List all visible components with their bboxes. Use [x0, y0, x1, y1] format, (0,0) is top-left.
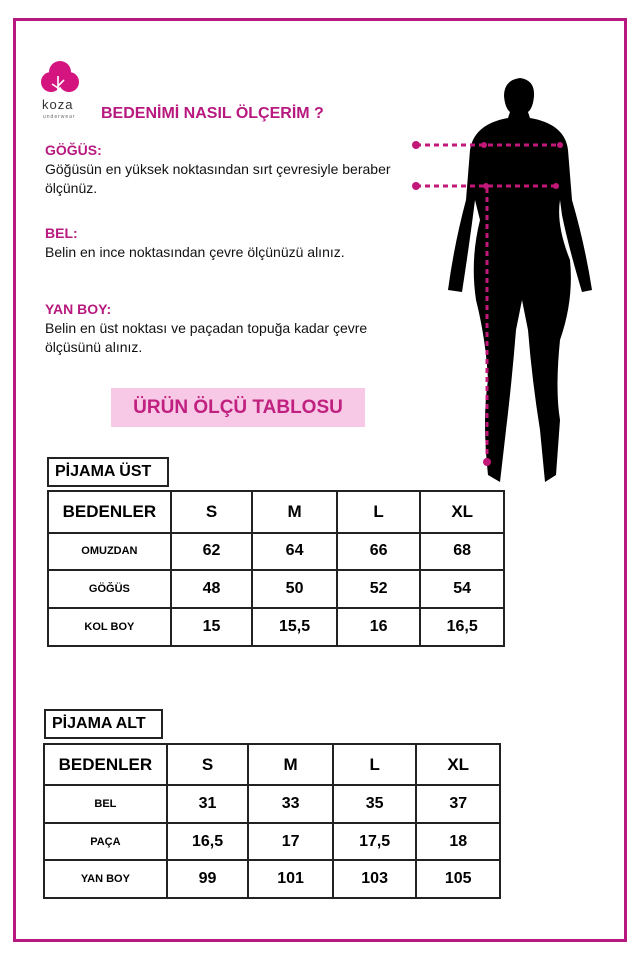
cell: 33	[247, 784, 334, 824]
header-cell: XL	[415, 742, 501, 787]
brand-name: koza	[42, 97, 74, 112]
koza-logo-icon	[41, 61, 79, 92]
cell: 66	[335, 531, 422, 572]
header-cell: BEDENLER	[43, 742, 168, 787]
section-text-bel: Belin en ince noktasından çevre ölçünüzü…	[45, 244, 345, 260]
cell: 105	[415, 859, 501, 899]
cell: 68	[419, 531, 505, 572]
cell: 99	[165, 859, 250, 899]
cell: 48	[169, 569, 254, 610]
table-label-pijama-alt: PİJAMA ALT	[44, 709, 163, 739]
row-label: YAN BOY	[43, 859, 168, 899]
row-label: GÖĞÜS	[47, 569, 172, 610]
body-silhouette-icon	[412, 78, 592, 482]
table-row: KOL BOY 15 15,5 16 16,5	[47, 607, 505, 647]
header-cell: S	[169, 490, 254, 534]
size-table-pijama-alt: BEDENLER S M L XL BEL 31 33 35 37 PAÇA 1…	[43, 742, 501, 899]
table-row: OMUZDAN 62 64 66 68	[47, 531, 505, 572]
cell: 17	[247, 821, 334, 862]
cell: 54	[419, 569, 505, 610]
header-cell: BEDENLER	[47, 490, 172, 534]
cell: 15,5	[251, 607, 338, 647]
row-label: KOL BOY	[47, 607, 172, 647]
cell: 37	[415, 784, 501, 824]
brand-tagline: underwear	[43, 114, 76, 120]
cell: 16	[335, 607, 422, 647]
cell: 16,5	[165, 821, 250, 862]
table-row: GÖĞÜS 48 50 52 54	[47, 569, 505, 610]
table-label-pijama-ust: PİJAMA ÜST	[47, 457, 169, 487]
section-text-yan-boy: Belin en üst noktası ve paçadan topuğa k…	[45, 320, 368, 355]
section-text-gogus: Göğüsün en yüksek noktasından sırt çevre…	[45, 161, 391, 196]
cell: 64	[251, 531, 338, 572]
cell: 103	[331, 859, 418, 899]
header-cell: M	[251, 490, 338, 534]
page-frame	[13, 18, 627, 942]
cell: 16,5	[419, 607, 505, 647]
table-row: YAN BOY 99 101 103 105	[43, 859, 501, 899]
cell: 15	[169, 607, 254, 647]
cell: 31	[165, 784, 250, 824]
header-cell: L	[335, 490, 422, 534]
cell: 17,5	[331, 821, 418, 862]
cell: 50	[251, 569, 338, 610]
row-label: OMUZDAN	[47, 531, 172, 572]
header-cell: S	[165, 742, 250, 787]
cell: 62	[169, 531, 254, 572]
section-heading-yan-boy: YAN BOY:	[45, 301, 112, 317]
row-label: PAÇA	[43, 821, 168, 862]
header-cell: XL	[419, 490, 505, 534]
table-row: BEL 31 33 35 37	[43, 784, 501, 824]
table-header-row: BEDENLER S M L XL	[43, 742, 501, 787]
cell: 18	[415, 821, 501, 862]
size-table-pijama-ust: BEDENLER S M L XL OMUZDAN 62 64 66 68 GÖ…	[47, 490, 505, 647]
row-label: BEL	[43, 784, 168, 824]
header-cell: L	[331, 742, 418, 787]
cell: 35	[331, 784, 418, 824]
cell: 101	[247, 859, 334, 899]
header-cell: M	[247, 742, 334, 787]
table-header-row: BEDENLER S M L XL	[47, 490, 505, 534]
size-table-banner: ÜRÜN ÖLÇÜ TABLOSU	[111, 388, 365, 427]
section-heading-gogus: GÖĞÜS:	[45, 142, 102, 158]
table-row: PAÇA 16,5 17 17,5 18	[43, 821, 501, 862]
section-heading-bel: BEL:	[45, 225, 78, 241]
cell: 52	[335, 569, 422, 610]
page-title: BEDENİMİ NASIL ÖLÇERİM ?	[101, 105, 324, 122]
